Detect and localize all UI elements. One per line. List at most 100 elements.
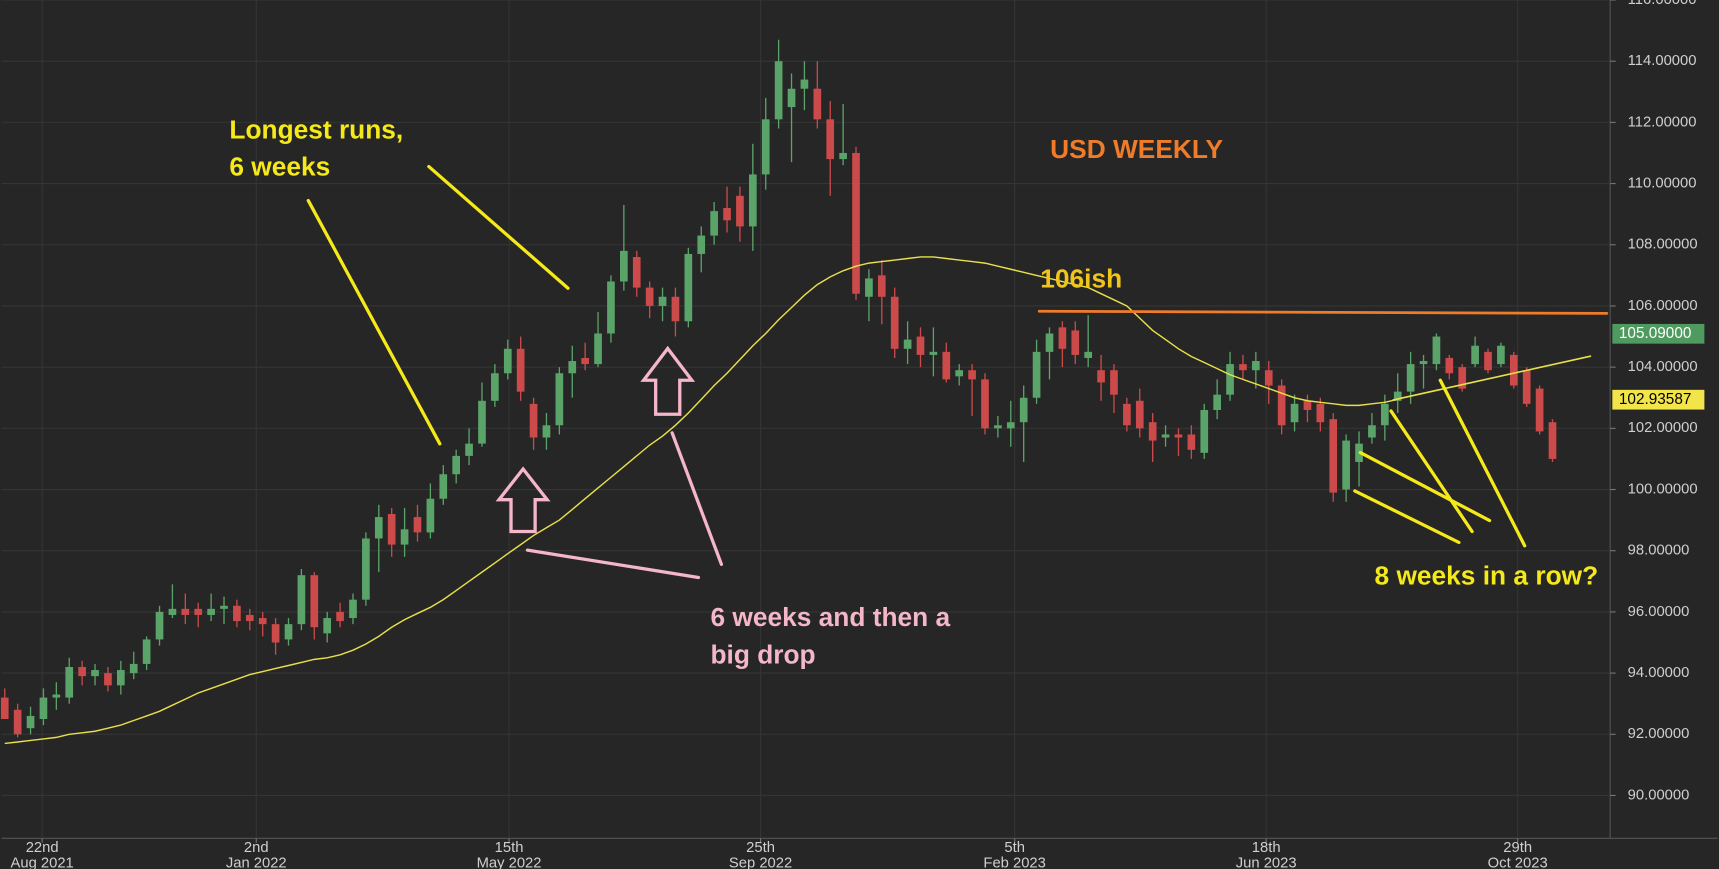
axes: 90.00000 92.00000 94.00000 96.00000 98.00000… [11,0,1705,869]
moving-average [4,256,1398,745]
candle-body [297,575,306,625]
x-tick-label: Jun 2023 [1236,855,1297,869]
annotations: Longest runs, 6 weeks USD WEEKLY 106ish 6 we… [229,114,1598,669]
pointer-line [1438,378,1527,548]
candle-body [865,278,873,297]
candle-body [1548,422,1557,459]
candle-body [52,694,61,698]
candle-body [1368,425,1376,438]
candle-body [142,639,151,664]
candle-body [168,608,177,615]
pointer-line [1353,489,1461,545]
annotation-text: USD WEEKLY [1050,134,1223,164]
y-tick-label: 94.00000 [1628,665,1690,681]
candle-body [233,605,241,622]
candle-body [1432,336,1441,365]
candle-body [852,152,860,294]
candle-body [1097,370,1105,383]
candle-body [413,517,422,533]
candle-body [903,339,912,349]
candle-body [594,333,602,365]
candle-body [374,517,383,539]
candle-body [271,624,280,643]
candle-body [400,529,409,545]
candle-body [1148,422,1157,441]
x-tick-label: 29th [1503,840,1532,856]
candle-body [1019,397,1028,423]
candle-body [529,403,538,438]
candle-body [1329,419,1338,493]
candle-body [91,670,99,677]
candle-body [1174,434,1183,438]
candle-body [929,351,938,355]
candle-body [620,250,628,282]
candle-body [207,608,215,615]
candle-body [1419,361,1428,365]
y-tick-label: 110.00000 [1628,175,1697,191]
y-tick-label: 112.00000 [1628,114,1697,130]
candle-body [1071,330,1080,355]
x-tick-label: 2nd [244,840,269,856]
candle-body [1445,357,1454,374]
candle-body [1277,385,1286,426]
drawings [306,164,1609,580]
candle-body [323,618,332,634]
candle-body [1226,364,1234,395]
candle-body [1316,403,1325,423]
level-line [1037,309,1609,315]
candle-body [65,666,74,698]
candle-body [116,670,125,686]
candle-body [658,296,667,306]
candle-body [104,673,112,686]
candle-body [26,715,35,729]
y-tick-label: 92.00000 [1628,726,1690,742]
candle-body [890,296,899,349]
candle-body [813,88,822,120]
candle-body [632,257,641,288]
candle-body [581,357,589,365]
candle-body [1471,345,1479,365]
candle-body [1161,434,1170,438]
candle-body [942,351,951,380]
candle-body [1509,354,1518,386]
candle-body [349,599,357,619]
candle-body [491,373,499,401]
candle-body [916,336,925,355]
candle-body [1264,370,1273,386]
candle-body [1303,400,1312,410]
annotation-text: Longest runs, [229,114,403,144]
candle-body [387,514,396,545]
candle-body [645,287,654,306]
candle-body [1200,409,1209,453]
price-label-box [1612,323,1705,344]
x-tick-label: 25th [746,840,775,856]
candle-body [516,348,525,392]
candle-body [439,474,448,499]
pointer-line [427,164,570,290]
candle-body [0,697,9,719]
candle-body [1135,400,1144,429]
candle-body [697,235,706,254]
candle-body [1406,364,1415,392]
candle-body [1342,440,1350,490]
candle-body [478,400,486,444]
candle-body [748,174,757,227]
y-tick-label: 116.00000 [1628,0,1697,8]
candle-body [1006,422,1015,429]
up-arrow [495,466,551,534]
candle-body [542,425,551,438]
y-tick-label: 114.00000 [1628,53,1697,69]
candle-body [787,88,796,108]
trend-line [1392,355,1592,401]
annotation-text: 106ish [1040,263,1122,293]
price-label: 105.09000 [1619,325,1691,342]
candle-body [194,608,203,615]
candle-body [78,666,86,677]
candle-body [877,275,886,297]
candle-body [1380,403,1389,426]
candle-body [465,443,473,456]
candle-body [710,211,718,236]
